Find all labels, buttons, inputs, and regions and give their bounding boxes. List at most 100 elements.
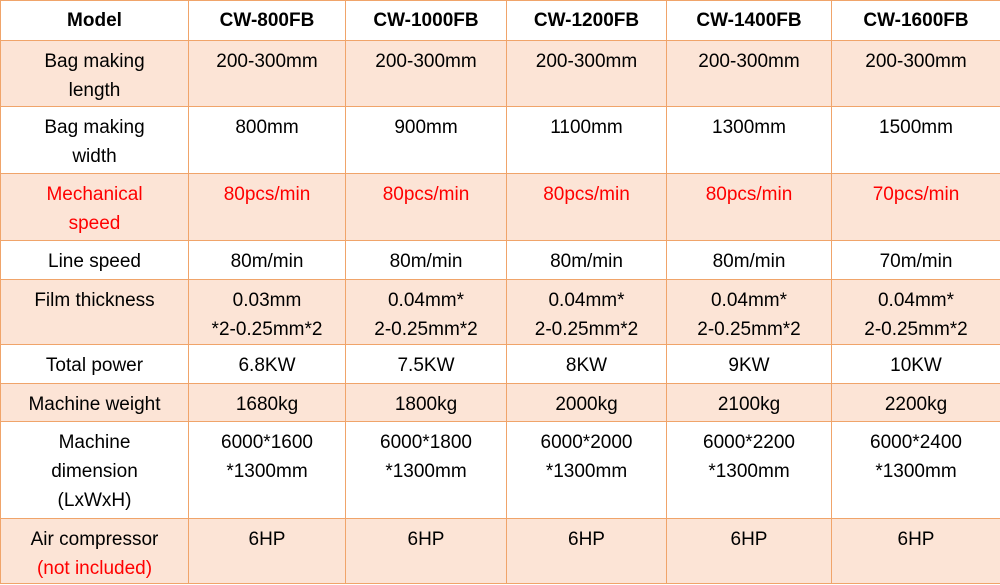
cell-line: *1300mm <box>708 461 790 482</box>
table-row: Line speed 80m/min 80m/min 80m/min 80m/min 70… <box>0 240 1000 280</box>
cell-line: 1680kg <box>235 394 299 415</box>
cell: 900mm <box>345 106 507 174</box>
cell: 80m/min <box>506 240 667 280</box>
cell: 7.5KW <box>345 344 507 384</box>
cell-line: *1300mm <box>875 461 957 482</box>
cell-line: 1300mm <box>712 117 786 138</box>
cell: 0.04mm* 2-0.25mm*2 <box>506 279 667 345</box>
cell-line: 0.04mm* <box>548 290 625 311</box>
cell-line: 6000*2400 <box>870 432 962 453</box>
row-label: Bag making length <box>0 40 189 107</box>
cell-line: 200-300mm <box>216 51 318 72</box>
header-cell: CW-1600FB <box>831 0 1000 41</box>
cell: 6000*2400 *1300mm <box>831 421 1000 519</box>
cell-line: 800mm <box>235 117 299 138</box>
table-row: Machine weight 1680kg 1800kg 2000kg 2100kg 22… <box>0 383 1000 422</box>
cell: 6HP <box>831 518 1000 584</box>
cell-line: 2-0.25mm*2 <box>697 319 801 340</box>
cell-line: 80m/min <box>389 251 463 272</box>
cell-line: Mechanical <box>46 184 143 205</box>
row-label: Mechanical speed <box>0 173 189 241</box>
cell: 200-300mm <box>506 40 667 107</box>
cell: 6.8KW <box>188 344 346 384</box>
cell-line: 80m/min <box>230 251 304 272</box>
cell-line: 7.5KW <box>397 355 455 376</box>
cell-line: width <box>72 146 117 167</box>
cell-line: 200-300mm <box>535 51 638 72</box>
row-label: Line speed <box>0 240 189 280</box>
cell-line: 2-0.25mm*2 <box>864 319 968 340</box>
cell-line: 10KW <box>890 355 942 376</box>
cell: 800mm <box>188 106 346 174</box>
cell-line: 9KW <box>728 355 770 376</box>
cell: 2200kg <box>831 383 1000 422</box>
cell-line: 6000*1800 <box>380 432 472 453</box>
cell-line: 80pcs/min <box>223 184 311 205</box>
cell: 1680kg <box>188 383 346 422</box>
cell: 200-300mm <box>345 40 507 107</box>
cell: 6000*2000 *1300mm <box>506 421 667 519</box>
cell-line: 900mm <box>394 117 458 138</box>
row-label: Machine weight <box>0 383 189 422</box>
cell: 1300mm <box>666 106 832 174</box>
cell-line: Total power <box>45 355 144 376</box>
cell-line: 80m/min <box>550 251 623 272</box>
header-cell: CW-800FB <box>188 0 346 41</box>
cell: 200-300mm <box>831 40 1000 107</box>
cell: 80m/min <box>345 240 507 280</box>
cell: 70pcs/min <box>831 173 1000 241</box>
header-cell: CW-1200FB <box>506 0 667 41</box>
cell-line: Machine weight <box>28 394 161 415</box>
cell: 80pcs/min <box>188 173 346 241</box>
cell-line: 80pcs/min <box>543 184 630 205</box>
cell: 6HP <box>188 518 346 584</box>
cell-line: 6HP <box>407 529 445 550</box>
cell-line: 0.04mm* <box>387 290 465 311</box>
table-row: Total power 6.8KW 7.5KW 8KW 9KW 10KW <box>0 344 1000 384</box>
cell-line: 0.04mm* <box>877 290 955 311</box>
header-row: Model CW-800FB CW-1000FB CW-1200FB CW-1400FB… <box>0 0 1000 41</box>
cell-line: *1300mm <box>226 461 308 482</box>
cell-line: 8KW <box>565 355 608 376</box>
cell-line: 6000*2200 <box>703 432 795 453</box>
cell-line: *1300mm <box>545 461 628 482</box>
cell-line: 200-300mm <box>698 51 800 72</box>
cell-line: 1800kg <box>394 394 458 415</box>
cell: 6HP <box>345 518 507 584</box>
cell-line: 2200kg <box>884 394 948 415</box>
cell-line: 2-0.25mm*2 <box>374 319 478 340</box>
cell: 0.04mm* 2-0.25mm*2 <box>345 279 507 345</box>
cell: 80pcs/min <box>666 173 832 241</box>
cell: 10KW <box>831 344 1000 384</box>
cell-line: 6.8KW <box>238 355 296 376</box>
cell-line: dimension <box>51 461 138 482</box>
cell-line: 70m/min <box>879 251 953 272</box>
cell: 0.03mm *2-0.25mm*2 <box>188 279 346 345</box>
table-row: Film thickness 0.03mm *2-0.25mm*2 0.04mm* 2-… <box>0 279 1000 345</box>
cell: 80pcs/min <box>506 173 667 241</box>
cell: 2000kg <box>506 383 667 422</box>
cell: 1800kg <box>345 383 507 422</box>
cell-line: 200-300mm <box>375 51 477 72</box>
cell: 0.04mm* 2-0.25mm*2 <box>666 279 832 345</box>
cell-line: Bag making <box>44 51 145 72</box>
header-cell: Model <box>0 0 189 41</box>
cell-line: 70pcs/min <box>872 184 960 205</box>
cell: 70m/min <box>831 240 1000 280</box>
cell-line: 80pcs/min <box>382 184 470 205</box>
cell-line: Line speed <box>48 251 141 272</box>
header-cell: CW-1000FB <box>345 0 507 41</box>
cell: 0.04mm* 2-0.25mm*2 <box>831 279 1000 345</box>
row-label: Film thickness <box>0 279 189 345</box>
table-row: Bag making width 800mm 900mm 1100mm 1300mm 150… <box>0 106 1000 174</box>
table-row: Air compressor (not included) 6HP 6HP 6HP 6HP… <box>0 518 1000 584</box>
cell-line: 200-300mm <box>865 51 967 72</box>
cell-line: 6000*1600 <box>221 432 313 453</box>
table-row: Machine dimension (LxWxH) 6000*1600 *1300mm 6… <box>0 421 1000 519</box>
cell-line: 6HP <box>248 529 286 550</box>
cell-line: 2100kg <box>717 394 781 415</box>
cell-line: (LxWxH) <box>57 490 132 511</box>
cell-line: 1100mm <box>550 117 623 138</box>
